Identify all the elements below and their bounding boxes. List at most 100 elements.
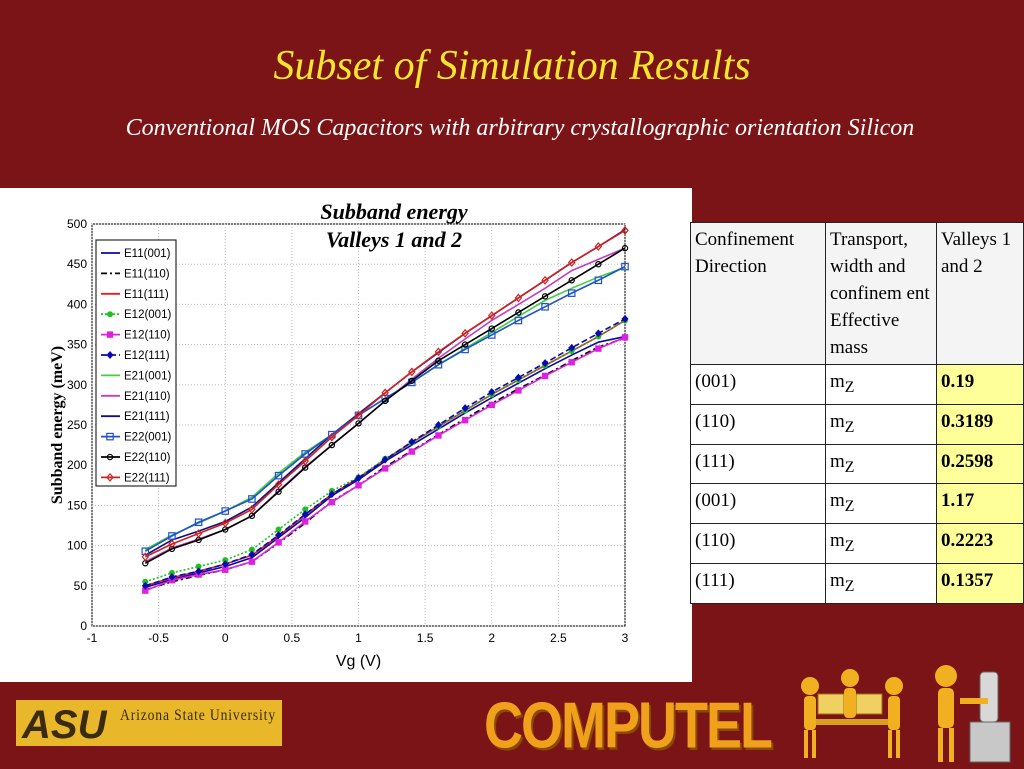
data-point: [541, 275, 549, 285]
cell-value: 0.2598: [936, 443, 1024, 485]
data-point: [328, 490, 336, 499]
cell-mass: mZ: [825, 523, 937, 564]
data-point: [487, 311, 496, 321]
data-point: [488, 325, 495, 332]
data-point: [168, 539, 176, 549]
data-point: [434, 421, 442, 429]
data-point: [248, 495, 256, 503]
x-tick-label: -1: [87, 631, 98, 645]
data-point: [621, 262, 629, 271]
data-point: [275, 526, 282, 533]
cell-value: 0.2223: [936, 523, 1024, 564]
series-line-e22111: [144, 229, 626, 558]
data-point: [595, 260, 602, 268]
data-point: [541, 303, 549, 311]
data-point: [328, 498, 336, 506]
data-point: [168, 572, 176, 581]
mass-symbol: m: [830, 490, 845, 512]
legend-label: E11(110): [124, 268, 170, 280]
table-header-row: Confinement Direction Transport, width a…: [690, 222, 1024, 365]
data-point: [461, 416, 469, 424]
table-row: (111) mZ 0.2598: [690, 443, 1024, 485]
y-tick-label: 300: [67, 378, 87, 392]
series-line-e22110: [144, 247, 626, 564]
legend-label: E12(111): [124, 350, 170, 362]
data-point: [568, 343, 576, 352]
data-point: [354, 410, 363, 420]
x-tick-label: 1: [355, 631, 362, 645]
data-point: [275, 531, 283, 540]
data-point: [142, 578, 149, 585]
mass-symbol: m: [830, 569, 845, 591]
legend-marker: [106, 351, 114, 359]
y-tick-label: 500: [67, 217, 87, 231]
data-point: [195, 567, 203, 576]
cell-mass: mZ: [825, 443, 937, 485]
cell-value: 0.3189: [936, 403, 1024, 445]
legend-label: E12(110): [124, 330, 171, 342]
mass-subscript: Z: [844, 418, 855, 436]
data-point: [514, 373, 522, 382]
data-point: [302, 506, 309, 513]
data-point: [248, 546, 255, 553]
data-point: [515, 387, 522, 394]
legend-marker: [107, 311, 113, 318]
data-point: [541, 359, 549, 368]
data-point: [194, 529, 203, 538]
asu-university-name: Arizona State University: [120, 707, 276, 724]
data-point: [568, 277, 575, 284]
table-row: (110) mZ 0.2223: [690, 523, 1024, 564]
data-point: [381, 465, 389, 472]
cell-mass: mZ: [825, 483, 937, 525]
data-point: [408, 367, 416, 377]
data-point: [514, 316, 523, 325]
chart-caption-line1: Subband energy: [320, 199, 468, 224]
data-point: [408, 437, 416, 446]
table-row: (110) mZ 0.3189: [690, 403, 1024, 445]
data-point: [461, 345, 469, 354]
data-point: [141, 552, 150, 562]
subband-energy-chart: -1 -0.5 0 0.5 1 1.5 2 2.5 3 0 50 100 150 200 250 300 350…: [49, 217, 629, 670]
figures-at-computers-icon: [801, 669, 903, 758]
data-point: [621, 314, 629, 323]
data-point: [221, 507, 230, 515]
data-point: [408, 377, 415, 384]
x-axis-label: Vg (V): [336, 653, 381, 670]
data-point: [487, 331, 496, 339]
table-row: (111) mZ 0.1357: [690, 562, 1024, 604]
mass-subscript: Z: [844, 378, 855, 396]
chart-panel: -1 -0.5 0 0.5 1 1.5 2 2.5 3 0 50 100 150 200 250 300 350…: [0, 188, 692, 682]
data-point: [621, 334, 629, 341]
mass-symbol: m: [830, 371, 845, 392]
data-point: [408, 448, 415, 455]
cell-value: 1.17: [936, 483, 1024, 525]
cell-direction: (001): [690, 483, 826, 525]
data-point: [275, 488, 282, 495]
data-point: [594, 276, 603, 285]
data-point: [595, 345, 602, 352]
legend-label: E21(110): [124, 391, 171, 403]
data-point: [141, 547, 150, 556]
data-point: [381, 388, 389, 398]
mass-subscript: Z: [844, 577, 855, 595]
table-row: (001) mZ 0.19: [690, 364, 1024, 405]
data-point: [248, 550, 256, 559]
y-tick-label: 250: [67, 418, 87, 432]
cell-mass: mZ: [825, 364, 937, 405]
legend-label: E22(111): [124, 472, 170, 484]
legend-label: E12(001): [124, 309, 171, 321]
legend-box: [95, 239, 177, 487]
asu-logo-letters: ASU: [21, 703, 108, 746]
cell-direction: (110): [690, 523, 826, 564]
mass-symbol: m: [830, 450, 845, 472]
cell-value: 0.1357: [936, 562, 1024, 604]
data-point: [222, 566, 229, 573]
header-valleys: Valleys 1 and 2: [936, 222, 1024, 365]
y-tick-label: 200: [67, 458, 87, 472]
table-row: (001) mZ 1.17: [690, 483, 1024, 525]
data-point: [541, 293, 549, 300]
y-tick-label: 0: [80, 619, 87, 633]
data-point: [194, 518, 203, 527]
x-tick-label: 0: [222, 631, 229, 645]
mass-subscript: Z: [844, 458, 855, 476]
